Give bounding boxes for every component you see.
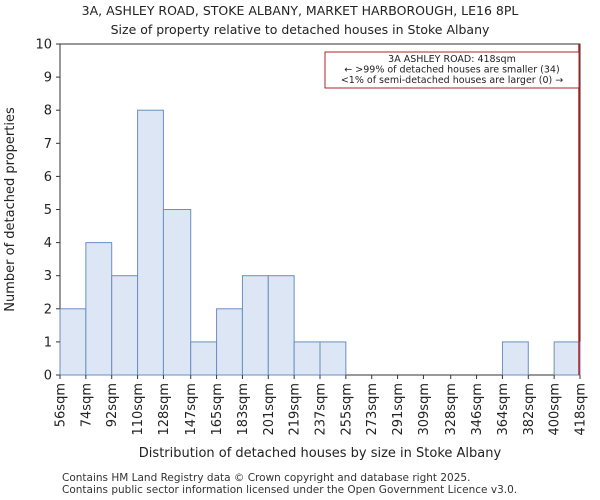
x-tick-label: 128sqm — [157, 383, 172, 436]
y-tick-label: 0 — [44, 369, 52, 384]
x-tick-label: 382sqm — [522, 383, 537, 436]
annotation-line: 3A ASHLEY ROAD: 418sqm — [388, 54, 516, 65]
x-tick-label: 183sqm — [236, 383, 251, 436]
y-tick-label: 8 — [44, 104, 52, 119]
x-tick-label: 237sqm — [314, 383, 329, 436]
y-tick-label: 6 — [44, 170, 52, 185]
y-tick-label: 3 — [44, 269, 52, 284]
x-tick-label: 74sqm — [79, 383, 94, 427]
histogram-bar — [59, 308, 87, 376]
annotation-line: <1% of semi-detached houses are larger (… — [341, 75, 563, 86]
x-tick-label: 201sqm — [262, 383, 277, 436]
histogram-bar — [85, 242, 113, 376]
histogram-bar — [501, 341, 529, 376]
x-tick-label: 328sqm — [444, 383, 459, 436]
footer-line-2: Contains public sector information licen… — [62, 484, 518, 496]
histogram-bar — [319, 341, 347, 376]
x-tick-label: 92sqm — [105, 383, 120, 427]
y-tick-label: 9 — [44, 71, 52, 86]
histogram-bar — [241, 275, 269, 376]
histogram-chart: 0 1 2 3 4 5 6 7 8 9 10 56sqm 74sqm 92sqm 110sqm 128sqm 1… — [3, 38, 589, 462]
histogram-bar — [216, 308, 243, 376]
histogram-bar — [267, 275, 295, 376]
chart-subtitle: Size of property relative to detached ho… — [110, 22, 490, 37]
y-tick-label: 4 — [44, 236, 52, 251]
y-tick-label: 5 — [44, 203, 52, 218]
histogram-bar — [111, 275, 139, 376]
footer-line-1: Contains HM Land Registry data © Crown c… — [62, 472, 471, 484]
x-tick-label: 219sqm — [288, 383, 303, 436]
y-tick-label: 1 — [44, 335, 52, 350]
x-tick-label: 364sqm — [496, 383, 511, 436]
x-tick-label: 418sqm — [574, 383, 589, 436]
x-tick-label: 346sqm — [470, 383, 485, 436]
x-tick-label: 273sqm — [365, 383, 380, 436]
chart-title: 3A, ASHLEY ROAD, STOKE ALBANY, MARKET HA… — [81, 3, 519, 18]
y-tick-label: 7 — [44, 137, 52, 152]
x-tick-label: 110sqm — [131, 383, 146, 436]
histogram-bar — [162, 209, 192, 376]
x-tick-label: 309sqm — [417, 383, 432, 436]
histogram-bar — [190, 341, 218, 376]
x-tick-label: 291sqm — [391, 383, 406, 436]
x-axis-label: Distribution of detached houses by size … — [139, 446, 502, 461]
histogram-bar — [293, 341, 321, 376]
x-tick-label: 56sqm — [54, 383, 69, 427]
histogram-bar — [553, 341, 581, 376]
y-tick-label: 10 — [35, 38, 52, 53]
x-tick-label: 165sqm — [210, 383, 225, 436]
y-axis-label: Number of detached properties — [3, 107, 18, 312]
annotation-line: ← >99% of detached houses are smaller (3… — [344, 65, 559, 76]
x-tick-label: 400sqm — [548, 383, 563, 436]
histogram-bar — [137, 109, 164, 376]
x-tick-label: 147sqm — [184, 383, 199, 436]
x-tick-label: 255sqm — [339, 383, 354, 436]
y-tick-label: 2 — [44, 302, 52, 317]
annotation-box — [324, 51, 580, 89]
